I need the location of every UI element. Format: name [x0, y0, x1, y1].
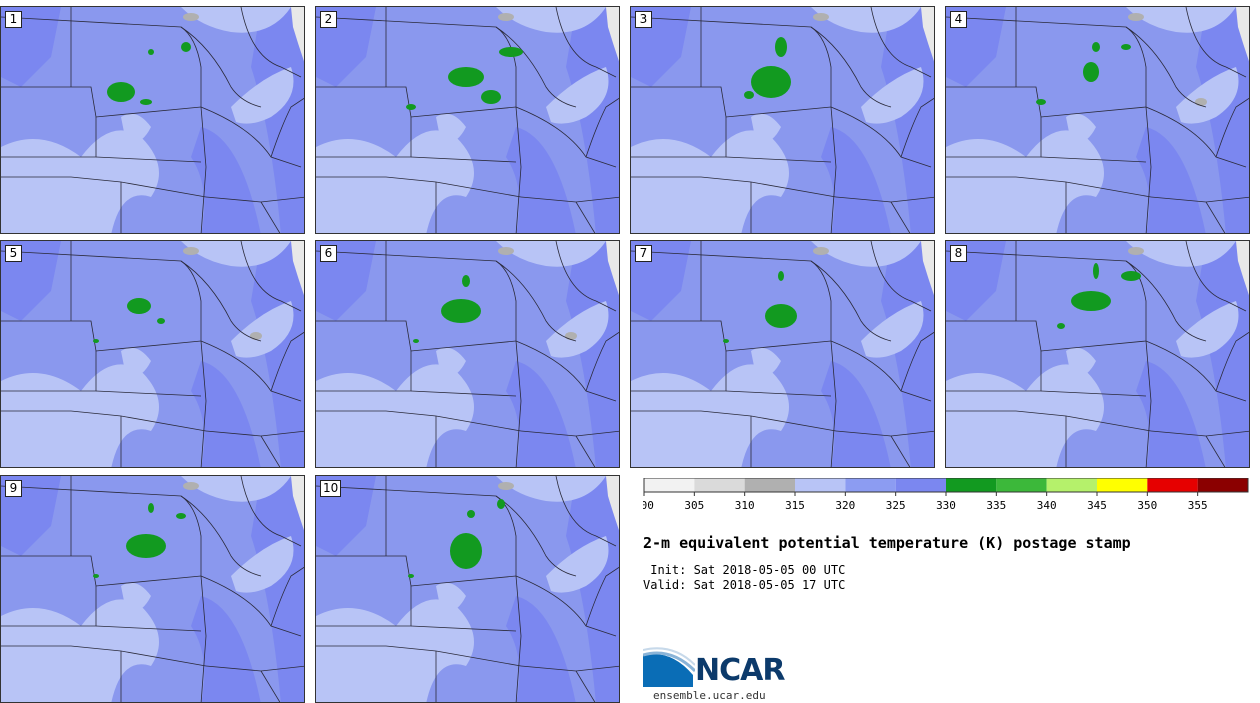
regional-map	[946, 241, 1249, 467]
forecast-panel: 10	[315, 475, 620, 703]
colorbar-tick-label: 315	[785, 499, 805, 512]
colorbar-segment	[1197, 478, 1248, 492]
regional-map	[1, 241, 304, 467]
regional-map	[316, 476, 619, 702]
panel-number-label: 2	[320, 11, 337, 28]
colorbar-segment	[795, 478, 846, 492]
panel-number-label: 6	[320, 245, 337, 262]
regional-map	[316, 7, 619, 233]
regional-map	[946, 7, 1249, 233]
forecast-panel: 5	[0, 240, 305, 468]
colorbar-tick-label: 350	[1137, 499, 1157, 512]
panel-number-label: 7	[635, 245, 652, 262]
colorbar-segment	[996, 478, 1047, 492]
colorbar-tick-label: 320	[835, 499, 855, 512]
panel-number-label: 8	[950, 245, 967, 262]
figure-title: 2-m equivalent potential temperature (K)…	[643, 534, 1131, 552]
panel-number-label: 1	[5, 11, 22, 28]
colorbar-segment	[644, 478, 695, 492]
panel-number-label: 4	[950, 11, 967, 28]
colorbar-segment	[1097, 478, 1148, 492]
colorbar-segment	[895, 478, 946, 492]
regional-map	[1, 476, 304, 702]
colorbar-tick-label: 300	[643, 499, 654, 512]
website-url: ensemble.ucar.edu	[653, 689, 766, 702]
colorbar-tick-label: 355	[1188, 499, 1208, 512]
panel-number-label: 3	[635, 11, 652, 28]
forecast-panel: 8	[945, 240, 1250, 468]
colorbar-tick-label: 340	[1037, 499, 1057, 512]
valid-time: Valid: Sat 2018-05-05 17 UTC	[643, 578, 846, 592]
panel-number-label: 9	[5, 480, 22, 497]
colorbar-segment	[845, 478, 896, 492]
ncar-logo: NCAR ensemble.ucar.edu	[642, 645, 803, 703]
init-time: Init: Sat 2018-05-05 00 UTC	[643, 563, 846, 577]
colorbar-tick-label: 305	[684, 499, 704, 512]
regional-map	[316, 241, 619, 467]
forecast-panel: 3	[630, 6, 935, 234]
forecast-panel: 4	[945, 6, 1250, 234]
colorbar-tick-label: 325	[886, 499, 906, 512]
forecast-panel: 1	[0, 6, 305, 234]
colorbar-segment	[1147, 478, 1198, 492]
ncar-swoosh-icon	[642, 647, 697, 687]
colorbar-tick-label: 310	[735, 499, 755, 512]
colorbar-tick-label: 345	[1087, 499, 1107, 512]
forecast-panel: 7	[630, 240, 935, 468]
colorbar-segment	[694, 478, 745, 492]
colorbar-segment	[744, 478, 795, 492]
colorbar-segment	[946, 478, 997, 492]
colorbar: 300 305 310 315 320 325 330 335 340 345 350 355	[643, 478, 1249, 512]
regional-map	[1, 7, 304, 233]
panel-number-label: 5	[5, 245, 22, 262]
ncar-logo-text: NCAR	[695, 653, 785, 688]
colorbar-segment	[1046, 478, 1097, 492]
forecast-panel: 9	[0, 475, 305, 703]
forecast-panel: 6	[315, 240, 620, 468]
colorbar-tick-label: 330	[936, 499, 956, 512]
regional-map	[631, 7, 934, 233]
panel-number-label: 10	[320, 480, 342, 497]
regional-map	[631, 241, 934, 467]
forecast-panel: 2	[315, 6, 620, 234]
colorbar-tick-label: 335	[986, 499, 1006, 512]
